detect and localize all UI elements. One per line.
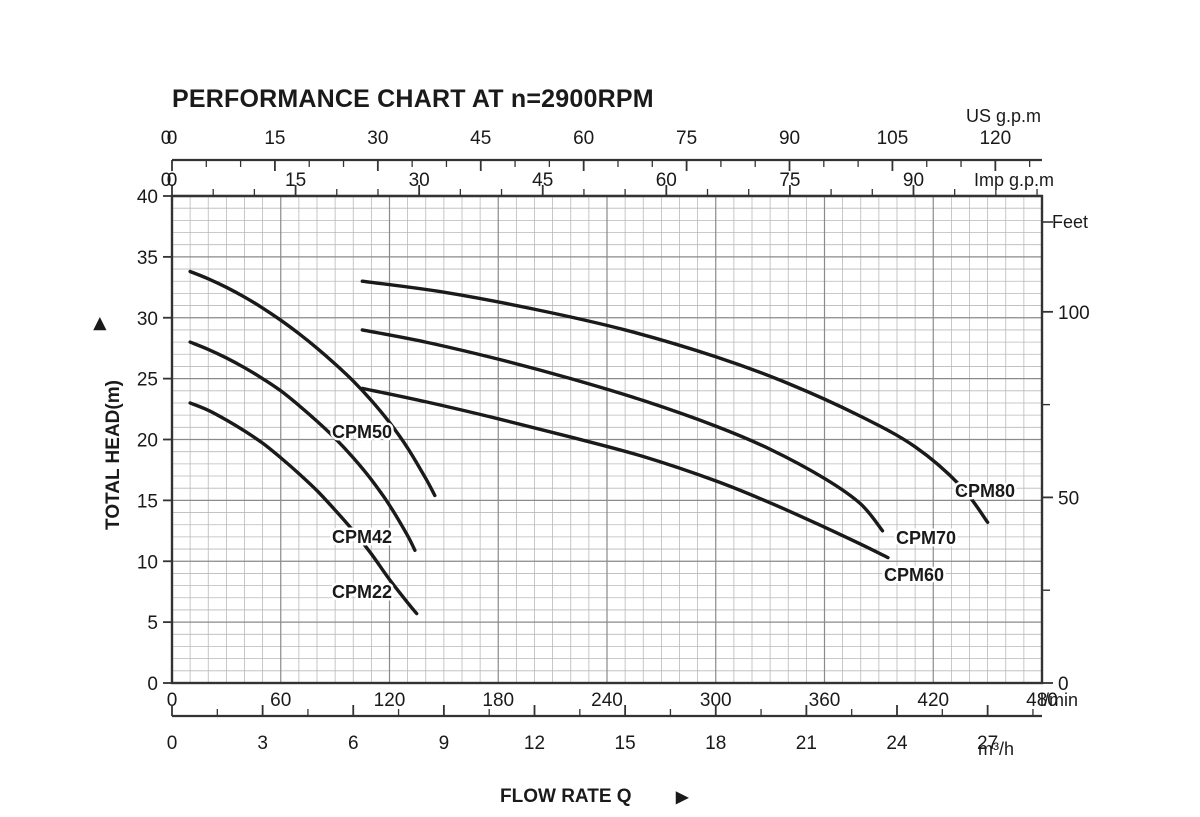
us-gpm-tick-label: 90 <box>779 128 800 149</box>
curve-cpm22 <box>188 401 419 616</box>
total-head-tick-label: 35 <box>137 248 158 269</box>
curve-label-halo: CPM80 <box>955 481 1015 501</box>
total-head-tick-label: 25 <box>137 370 158 391</box>
x-axis-title: FLOW RATE Q <box>500 786 632 807</box>
imp-gpm-tick-label: 60 <box>656 170 677 191</box>
curve-cpm42 <box>188 340 417 552</box>
m3h-tick-label: 18 <box>705 733 726 754</box>
lmin-tick-label: 120 <box>374 690 406 711</box>
lmin-tick-label: 60 <box>270 690 291 711</box>
imp-gpm-tick-label: 0 <box>167 170 178 191</box>
curve-label-cpm22: CPM22 <box>332 582 392 602</box>
curve-label-cpm42: CPM42 <box>332 527 392 547</box>
lmin-tick-label: 240 <box>591 690 623 711</box>
m3h-tick-label: 24 <box>886 733 908 754</box>
lmin-tick-label: 180 <box>482 690 514 711</box>
total-head-axis: 0 5 10 15 20 25 30 35 40 <box>137 187 172 695</box>
y-axis-arrow-icon: ▶ <box>91 317 108 331</box>
lmin-axis: 0 60 120 180 240 300 360 420 480 <box>167 690 1058 711</box>
imp-gpm-tick-label: 45 <box>532 170 553 191</box>
us-gpm-tick-label: 60 <box>573 128 594 149</box>
curve-labels: CPM22CPM22CPM42CPM42CPM50CPM50CPM60CPM60… <box>330 420 1018 605</box>
imp-gpm-tick-label: 15 <box>285 170 306 191</box>
imp-gpm-tick-label: 90 <box>903 170 924 191</box>
total-head-tick-label: 0 <box>147 674 158 695</box>
curve-cpm50 <box>188 269 437 498</box>
us-gpm-tick-label: 0 <box>167 128 178 149</box>
us-gpm-unit-label: US g.p.m <box>966 106 1041 126</box>
m3h-tick-label: 27 <box>977 733 998 754</box>
m3h-tick-label: 15 <box>615 733 636 754</box>
us-gpm-tick-label: 105 <box>877 128 909 149</box>
total-head-tick-label: 20 <box>137 431 158 452</box>
us-gpm-axis: 0 15 30 45 60 75 90 105 120 <box>167 128 1042 171</box>
m3h-axis: 0 3 6 9 12 15 18 21 24 27 <box>167 705 1042 754</box>
curve-cpm70 <box>360 328 885 533</box>
total-head-tick-label: 40 <box>137 187 158 208</box>
y-axis-title-group: TOTAL HEAD(m) <box>103 380 124 530</box>
feet-tick-label: 50 <box>1058 488 1079 509</box>
m3h-tick-label: 9 <box>439 733 450 754</box>
total-head-tick-label: 5 <box>147 613 158 634</box>
chart-title: PERFORMANCE CHART AT n=2900RPM <box>172 85 654 113</box>
y-axis-title: TOTAL HEAD(m) <box>103 380 124 530</box>
total-head-tick-label: 30 <box>137 309 158 330</box>
imp-gpm-tick-label: 75 <box>779 170 800 191</box>
us-gpm-tick-label: 45 <box>470 128 491 149</box>
us-gpm-tick-label: 75 <box>676 128 697 149</box>
curve-label-halo: CPM22 <box>332 582 392 602</box>
curve-label-cpm80: CPM80 <box>955 481 1015 501</box>
total-head-tick-label: 10 <box>137 552 158 573</box>
curve-label-halo: CPM42 <box>332 527 392 547</box>
imp-gpm-unit-label: Imp g.p.m <box>974 170 1054 190</box>
m3h-unit-label: m³/h <box>978 739 1014 759</box>
feet-axis: 0 50 100 <box>1042 221 1090 695</box>
imp-gpm-zero-label: 0 <box>161 170 172 191</box>
m3h-tick-label: 0 <box>167 733 178 754</box>
feet-tick-label: 100 <box>1058 303 1090 324</box>
curve-cpm80 <box>360 279 990 524</box>
curve-label-cpm50: CPM50 <box>332 422 392 442</box>
curve-label-halo: CPM60 <box>884 565 944 585</box>
us-gpm-tick-label: 30 <box>367 128 388 149</box>
pump-curves <box>188 269 990 616</box>
us-gpm-zero-label: 0 <box>161 128 172 149</box>
m3h-tick-label: 6 <box>348 733 359 754</box>
m3h-tick-label: 21 <box>796 733 817 754</box>
lmin-unit-label: l/min <box>1040 690 1078 710</box>
lmin-tick-label: 360 <box>809 690 841 711</box>
x-axis-arrow-icon: ▶ <box>675 789 689 806</box>
us-gpm-tick-label: 120 <box>979 128 1011 149</box>
curve-label-halo: CPM50 <box>332 422 392 442</box>
lmin-tick-label: 480 <box>1026 690 1058 711</box>
lmin-tick-label: 420 <box>917 690 949 711</box>
lmin-tick-label: 300 <box>700 690 732 711</box>
curve-label-halo: CPM70 <box>896 528 956 548</box>
curve-cpm60 <box>360 386 890 560</box>
curve-label-cpm70: CPM70 <box>896 528 956 548</box>
lmin-tick-label: 0 <box>167 690 178 711</box>
imp-gpm-tick-label: 30 <box>409 170 430 191</box>
m3h-tick-label: 12 <box>524 733 545 754</box>
curve-label-cpm60: CPM60 <box>884 565 944 585</box>
feet-tick-label: 0 <box>1058 674 1069 695</box>
total-head-tick-label: 15 <box>137 491 158 512</box>
us-gpm-tick-label: 15 <box>264 128 285 149</box>
feet-unit-label: Feet <box>1052 212 1088 232</box>
m3h-tick-label: 3 <box>257 733 268 754</box>
